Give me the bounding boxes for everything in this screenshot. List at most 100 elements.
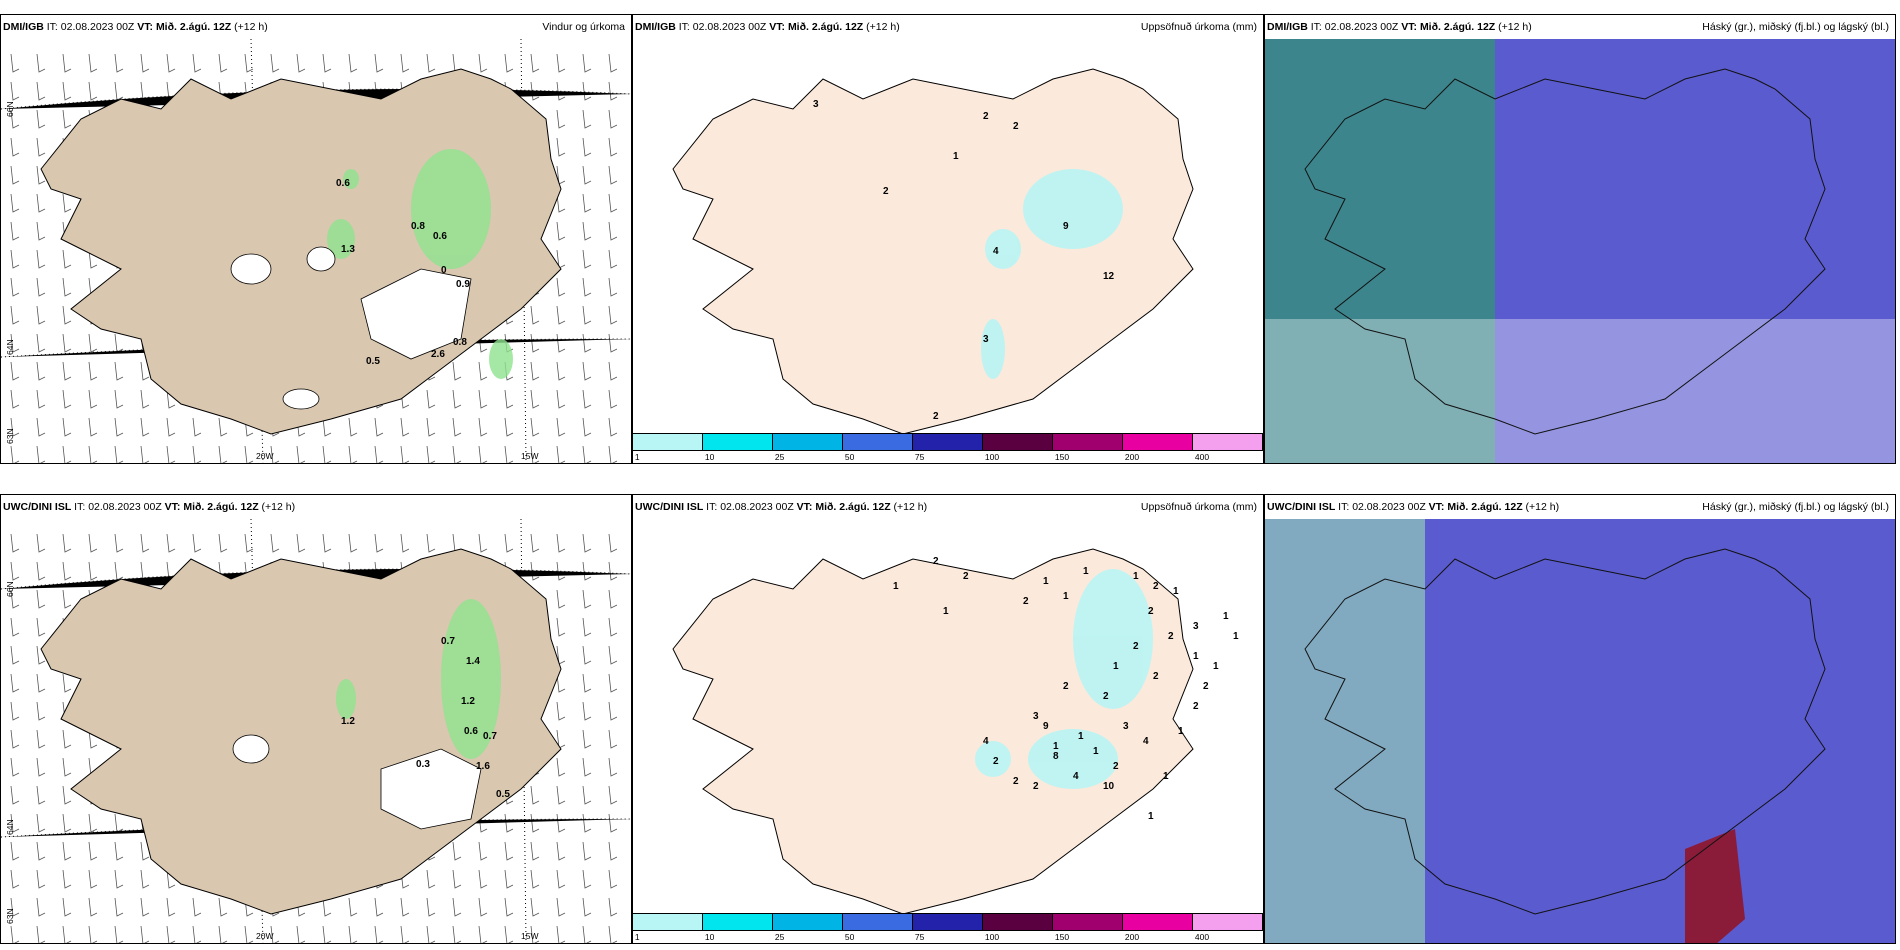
wind-barb	[608, 673, 618, 693]
wind-barb	[10, 333, 20, 353]
colorbar-tick: 400	[1194, 452, 1210, 462]
wind-barb	[10, 445, 20, 463]
accum-label: 1	[1063, 591, 1069, 602]
wind-barb	[62, 305, 72, 325]
axis-labels: 66N 64N 63N 20W 15W	[5, 101, 538, 461]
accum-label: 1	[1043, 576, 1049, 587]
accum-label: 3	[1193, 621, 1199, 632]
wind-barb	[36, 333, 46, 353]
svg-text:0.9: 0.9	[456, 279, 470, 290]
wind-barb	[36, 561, 46, 581]
wind-barb	[244, 925, 254, 943]
accum-label: 2	[1063, 681, 1069, 692]
svg-text:15W: 15W	[521, 451, 538, 461]
wind-barb	[322, 53, 332, 73]
wind-barb	[62, 277, 72, 297]
colorbar-tick: 10	[704, 452, 715, 462]
wind-barb	[10, 645, 20, 665]
wind-barb	[36, 137, 46, 157]
valid-time: Mið. 2.ágú. 12Z	[155, 21, 232, 33]
svg-text:15W: 15W	[521, 931, 538, 941]
wind-barb	[88, 333, 98, 353]
wind-barb	[114, 925, 124, 943]
wind-barb	[426, 925, 436, 943]
wind-barb	[36, 53, 46, 73]
wind-barb	[62, 417, 72, 437]
wind-barb	[556, 869, 566, 889]
wind-barb	[582, 673, 592, 693]
wind-barb	[608, 729, 618, 749]
wind-barb	[400, 533, 410, 553]
wind-barb	[608, 109, 618, 129]
wind-barb	[62, 785, 72, 805]
wind-barb	[10, 589, 20, 609]
wind-barb	[530, 81, 540, 101]
svg-text:1: 1	[953, 151, 959, 162]
wind-barb	[608, 361, 618, 381]
wind-barb	[140, 897, 150, 917]
wind-barb	[608, 389, 618, 409]
wind-barb	[10, 277, 20, 297]
panel-cloud-bottom: UWC/DINI ISL IT: 02.08.2023 00Z VT: Mið.…	[1264, 494, 1896, 944]
wind-barb	[140, 925, 150, 943]
wind-barb	[426, 389, 436, 409]
colorbar-swatches	[633, 433, 1263, 451]
svg-text:1.2: 1.2	[461, 696, 475, 707]
wind-barb	[478, 841, 488, 861]
colorbar-swatch	[913, 434, 983, 450]
wind-barb	[322, 533, 332, 553]
wind-barb	[322, 445, 332, 463]
wind-barb	[192, 533, 202, 553]
wind-barb	[608, 193, 618, 213]
wind-barb	[88, 841, 98, 861]
wind-barb	[270, 925, 280, 943]
wind-barb	[140, 869, 150, 889]
colorbar-swatch	[1053, 914, 1123, 930]
wind-barb	[62, 561, 72, 581]
wind-barb	[88, 53, 98, 73]
wind-barb	[608, 165, 618, 185]
colorbar-swatch	[633, 434, 703, 450]
wind-barb	[10, 561, 20, 581]
accum-label: 1	[1053, 741, 1059, 752]
accum-label: 4	[983, 736, 989, 747]
wind-barb	[582, 701, 592, 721]
svg-text:0.8: 0.8	[411, 221, 425, 232]
colorbar-swatch	[1123, 914, 1193, 930]
accum-label: 1	[1213, 661, 1219, 672]
accum-label: 2	[1133, 641, 1139, 652]
svg-text:12: 12	[1103, 271, 1115, 282]
wind-barb	[218, 897, 228, 917]
wind-barb	[166, 445, 176, 463]
wind-barb	[504, 445, 514, 463]
accum-label: 1	[1083, 566, 1089, 577]
wind-barb	[530, 533, 540, 553]
accum-label: 3	[1033, 711, 1039, 722]
wind-barb	[504, 417, 514, 437]
accum-label: 1	[1193, 651, 1199, 662]
wind-barb	[426, 533, 436, 553]
wind-barb	[348, 533, 358, 553]
accum-label: 4	[1073, 771, 1079, 782]
wind-barb	[556, 277, 566, 297]
wind-barb	[452, 417, 462, 437]
wind-barb	[62, 361, 72, 381]
svg-text:2: 2	[883, 186, 889, 197]
wind-barb	[556, 109, 566, 129]
wind-barb	[114, 841, 124, 861]
colorbar-swatch	[703, 434, 773, 450]
wind-barb	[504, 53, 514, 73]
wind-barb	[270, 445, 280, 463]
wind-barb	[374, 925, 384, 943]
wind-barb	[10, 53, 20, 73]
wind-barb	[62, 445, 72, 463]
wind-barb	[582, 221, 592, 241]
wind-barb	[36, 617, 46, 637]
iceland-land	[672, 68, 1194, 435]
wind-barb	[114, 333, 124, 353]
wind-barb	[426, 53, 436, 73]
wind-barb	[608, 305, 618, 325]
wind-barb	[36, 841, 46, 861]
colorbar-tick: 75	[914, 932, 925, 942]
panel-accum-bottom: UWC/DINI ISL IT: 02.08.2023 00Z VT: Mið.…	[632, 494, 1264, 944]
